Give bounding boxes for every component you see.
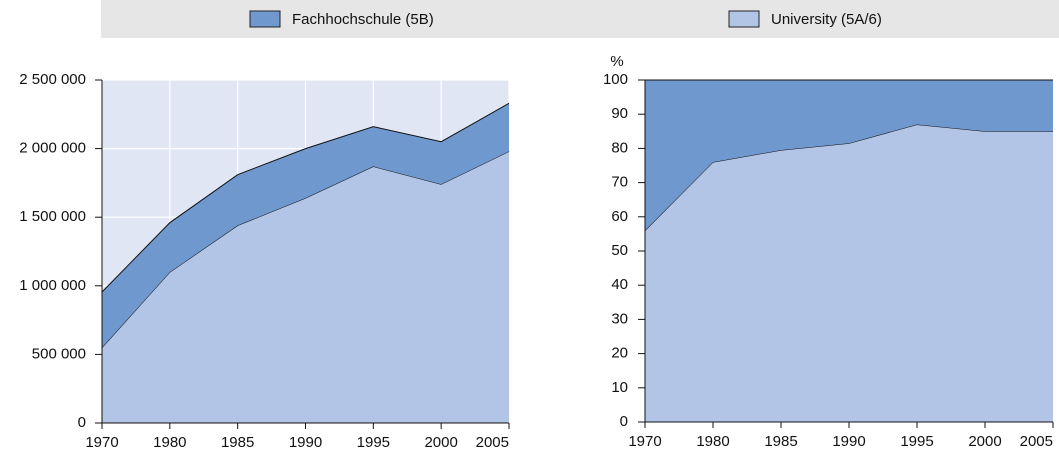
x-tick-label: 1970 xyxy=(85,434,118,451)
y-tick-label: 100 xyxy=(603,71,628,88)
y-tick-label: 40 xyxy=(611,276,628,293)
y-tick-label: 1 500 000 xyxy=(19,208,86,225)
x-tick-label: 2005 xyxy=(476,434,509,451)
y-tick-label: 50 xyxy=(611,242,628,259)
y-tick-label: 0 xyxy=(620,413,628,430)
x-tick-label: 1995 xyxy=(357,434,390,451)
y-tick-label: 1 000 000 xyxy=(19,277,86,294)
x-tick-label: 2005 xyxy=(1020,433,1053,450)
x-tick-label: 1995 xyxy=(900,433,933,450)
x-tick-label: 1970 xyxy=(628,433,661,450)
legend-label: University (5A/6) xyxy=(771,11,882,28)
x-tick-label: 1980 xyxy=(153,434,186,451)
y-tick-label: 500 000 xyxy=(32,345,86,362)
y-tick-label: 80 xyxy=(611,139,628,156)
y-tick-label: 2 500 000 xyxy=(19,71,86,88)
y-tick-label: 10 xyxy=(611,379,628,396)
x-tick-label: 1985 xyxy=(764,433,797,450)
y-tick-label: 2 000 000 xyxy=(19,140,86,157)
legend-swatch xyxy=(728,10,760,28)
x-tick-label: 1990 xyxy=(289,434,322,451)
legend-swatch xyxy=(249,10,281,28)
x-tick-label: 1980 xyxy=(696,433,729,450)
y-tick-label: 20 xyxy=(611,345,628,362)
area xyxy=(645,80,1053,231)
area xyxy=(645,124,1053,423)
x-tick-label: 2000 xyxy=(424,434,457,451)
legend-bar xyxy=(101,0,1059,38)
area xyxy=(102,151,509,423)
y-tick-label: 30 xyxy=(611,310,628,327)
x-tick-label: 1990 xyxy=(832,433,865,450)
y-tick-label: 0 xyxy=(78,414,86,431)
area-edge xyxy=(101,102,510,293)
x-tick-label: 1985 xyxy=(221,434,254,451)
y-tick-label: 90 xyxy=(611,105,628,122)
y-axis-label: % xyxy=(610,53,623,70)
legend-label: Fachhochschule (5B) xyxy=(292,11,434,28)
y-tick-label: 60 xyxy=(611,208,628,225)
y-tick-label: 70 xyxy=(611,174,628,191)
area xyxy=(102,103,509,348)
x-tick-label: 2000 xyxy=(968,433,1001,450)
